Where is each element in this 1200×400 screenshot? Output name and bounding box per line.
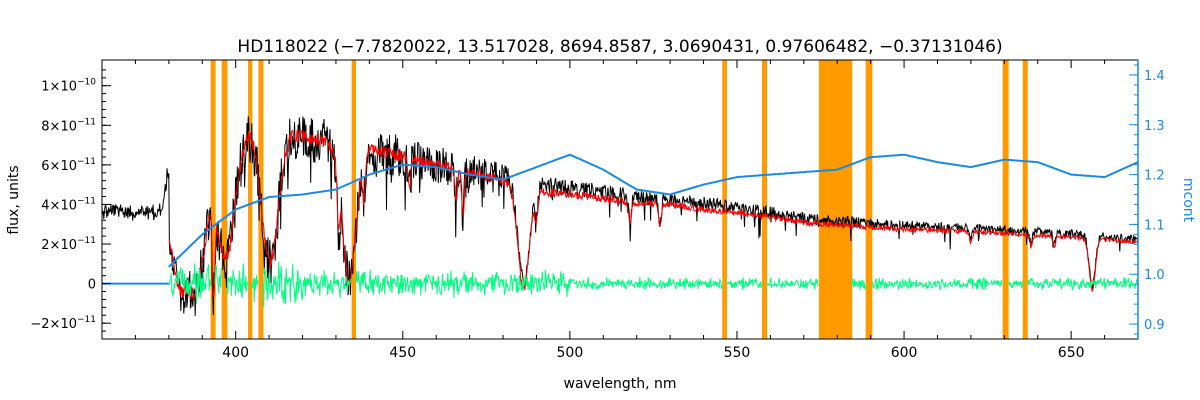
x-tick-label: 650 — [1058, 345, 1085, 361]
y-tick-mantissa: 8×10 — [41, 119, 77, 134]
y-tick-label: 4×10−11 — [41, 196, 96, 213]
y-tick-exponent: −11 — [77, 117, 96, 127]
model-spectrum-line — [168, 129, 1139, 301]
y2-tick-label: 0.9 — [1144, 318, 1165, 333]
masked-region-2 — [248, 60, 253, 339]
y-tick-label: 8×10−11 — [41, 117, 96, 134]
x-axis: 400 450 500 550 600 650 — [101, 60, 1139, 361]
y-tick-label: −2×10−11 — [30, 315, 96, 332]
y2-tick-label: 1.4 — [1144, 69, 1165, 84]
y-tick-mantissa: 1×10 — [41, 80, 77, 95]
y-tick-mantissa: 0 — [88, 278, 96, 293]
masked-region-1 — [221, 60, 228, 339]
y2-tick-label: 1.2 — [1144, 169, 1165, 184]
y-tick-mantissa: −2×10 — [30, 317, 77, 332]
x-tick-label: 400 — [222, 345, 249, 361]
y2-tick-label: 1.0 — [1144, 268, 1165, 283]
y-tick-label: 0 — [88, 278, 96, 293]
x-tick-label: 450 — [389, 345, 416, 361]
y-tick-label: 2×10−11 — [41, 236, 96, 253]
y-tick-exponent: −10 — [77, 78, 96, 88]
y-tick-exponent: −11 — [77, 196, 96, 206]
masked-region-8 — [865, 60, 873, 339]
x-tick-label: 600 — [891, 345, 918, 361]
residuals-line — [168, 261, 1139, 308]
y-tick-exponent: −11 — [77, 315, 96, 325]
masked-region-9 — [1002, 60, 1009, 339]
y-tick-label: 6×10−11 — [41, 157, 96, 174]
plot-series — [101, 116, 1139, 316]
x-tick-label: 500 — [557, 345, 584, 361]
y-axis-label: flux, units — [6, 165, 22, 234]
y-axis-right: 0.9 1.0 1.1 1.2 1.3 1.4 — [1129, 60, 1165, 339]
y2-axis-label: mcont — [1180, 178, 1196, 223]
y-axis-left: 1×10−108×10−116×10−114×10−112×10−110−2×1… — [30, 69, 111, 340]
x-tick-label: 550 — [724, 345, 751, 361]
y-tick-mantissa: 4×10 — [41, 198, 77, 213]
chart-title: HD118022 (−7.7820022, 13.517028, 8694.85… — [237, 37, 1002, 57]
y-tick-exponent: −11 — [77, 236, 96, 246]
masked-region-5 — [722, 60, 727, 339]
y-tick-mantissa: 6×10 — [41, 159, 77, 174]
y2-tick-label: 1.1 — [1144, 218, 1165, 233]
y2-tick-label: 1.3 — [1144, 119, 1165, 134]
y-tick-mantissa: 2×10 — [41, 238, 77, 253]
observed-spectrum-line — [101, 116, 1139, 316]
x-axis-label: wavelength, nm — [564, 376, 677, 392]
masked-region-10 — [1022, 60, 1028, 339]
masked-region-0 — [210, 60, 216, 339]
mcont-line — [168, 153, 1139, 268]
y-tick-label: 1×10−10 — [41, 78, 96, 95]
masked-region-7 — [818, 60, 853, 339]
masked-region-4 — [351, 60, 356, 339]
masked-region-6 — [762, 60, 768, 339]
y-tick-exponent: −11 — [77, 157, 96, 167]
